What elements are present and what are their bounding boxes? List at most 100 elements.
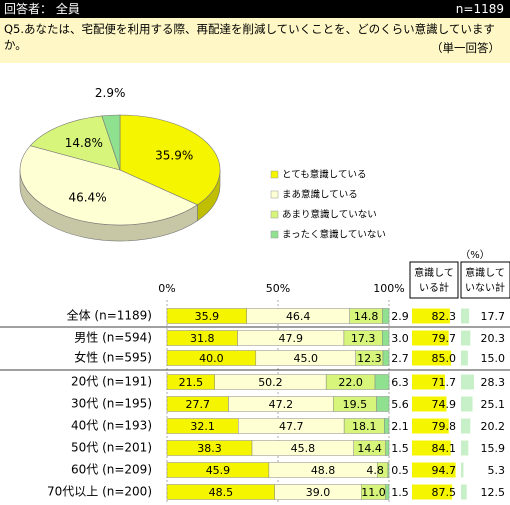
summary-value-unaware-2: 15.0: [481, 352, 506, 365]
category-label-8: 70代以上 (n=200): [47, 485, 152, 499]
bar-value-label-7-2: 4.8: [366, 464, 384, 477]
summary-bar-aware-2: [412, 350, 452, 366]
category-label-3: 20代 (n=191): [71, 375, 152, 389]
bar-value-label-6-3: 1.5: [391, 442, 409, 455]
header-bar: 回答者： 全員 n=1189: [0, 0, 510, 18]
bar-value-label-1-3: 3.0: [391, 332, 409, 345]
bar-value-label-6-0: 38.3: [197, 442, 222, 455]
category-label-2: 女性 (n=595): [74, 350, 152, 365]
summary-value-aware-5: 79.8: [432, 420, 457, 433]
pie-value-label-2: 14.8%: [65, 136, 103, 150]
summary-value-aware-3: 71.7: [432, 376, 457, 389]
bar-value-label-8-0: 48.5: [209, 486, 234, 499]
bar-value-label-0-2: 14.8: [354, 310, 379, 323]
bar-value-label-6-1: 45.8: [291, 442, 316, 455]
summary-bar-unaware-6: [461, 440, 469, 456]
legend-swatch-0: [270, 170, 279, 179]
summary-bar-aware-1: [412, 330, 449, 346]
bar-segment-2-3: [382, 350, 390, 366]
sample-size: n=1189: [455, 2, 504, 16]
summary-bar-aware-6: [412, 440, 451, 456]
pie-value-label-1: 46.4%: [68, 190, 106, 204]
bar-value-label-4-3: 5.6: [391, 398, 409, 411]
summary-value-unaware-4: 25.1: [481, 398, 506, 411]
legend-label-2: あまり意識していない: [282, 209, 377, 221]
axis-tick-100: 100%: [373, 282, 404, 295]
bar-segment-8-3: [385, 484, 390, 500]
bar-value-label-1-1: 47.9: [279, 332, 304, 345]
bar-value-label-7-0: 45.9: [206, 464, 231, 477]
summary-bar-aware-7: [412, 462, 456, 478]
category-label-1: 男性 (n=594): [74, 331, 152, 345]
bar-value-label-2-1: 45.0: [294, 352, 319, 365]
bar-value-label-7-3: 0.5: [391, 464, 409, 477]
category-label-6: 50代 (n=201): [71, 441, 152, 455]
summary-value-unaware-5: 20.2: [481, 420, 506, 433]
summary-bar-aware-3: [412, 374, 445, 390]
summary-value-unaware-3: 28.3: [481, 376, 506, 389]
summary-bar-unaware-5: [461, 418, 471, 434]
bar-segment-4-3: [376, 396, 390, 412]
bar-segment-3-3: [374, 374, 390, 390]
summary-value-aware-4: 74.9: [432, 398, 457, 411]
summary-value-aware-1: 79.7: [432, 332, 457, 345]
summary-value-unaware-0: 17.7: [481, 310, 506, 323]
legend-swatch-3: [270, 230, 279, 239]
summary-value-unaware-8: 12.5: [481, 486, 506, 499]
category-label-5: 40代 (n=193): [71, 419, 152, 433]
bar-value-label-6-2: 14.4: [357, 442, 382, 455]
summary-bar-unaware-2: [461, 350, 468, 366]
bar-value-label-4-1: 47.2: [269, 398, 294, 411]
bar-value-label-5-0: 32.1: [190, 420, 215, 433]
summary-value-aware-0: 82.3: [432, 310, 457, 323]
bar-value-label-0-1: 46.4: [286, 310, 311, 323]
bar-value-label-5-1: 47.7: [279, 420, 304, 433]
bar-value-label-5-2: 18.1: [352, 420, 377, 433]
bar-segment-7-3: [387, 462, 390, 478]
pie-slice-2: [29, 115, 121, 171]
bar-segment-5-3: [384, 418, 390, 434]
bar-segment-0-3: [382, 308, 390, 324]
bar-value-label-8-3: 1.5: [391, 486, 409, 499]
summary-value-unaware-1: 20.3: [481, 332, 506, 345]
category-label-7: 60代 (n=209): [71, 463, 152, 477]
bar-value-label-3-2: 22.0: [338, 376, 363, 389]
summary-bar-unaware-7: [461, 462, 464, 478]
bar-value-label-8-1: 39.0: [306, 486, 331, 499]
summary-value-unaware-6: 15.9: [481, 442, 506, 455]
pie-slice-1: [19, 145, 199, 226]
legend-label-0: とても意識している: [282, 169, 366, 181]
summary-bar-unaware-4: [461, 396, 473, 412]
bar-value-label-4-2: 19.5: [343, 398, 368, 411]
summary-bar-unaware-3: [461, 374, 475, 390]
pie-slice-0: [119, 114, 221, 206]
pie-slice-3: [101, 114, 121, 171]
category-label-4: 30代 (n=195): [71, 397, 152, 411]
summary-value-aware-2: 85.0: [432, 352, 457, 365]
summary-col1-header-line1: 意識して: [414, 266, 454, 279]
summary-bar-unaware-8: [461, 484, 467, 500]
legend-swatch-1: [270, 190, 279, 199]
summary-unit: （%）: [460, 249, 490, 261]
legend-label-1: まあ意識している: [282, 189, 358, 201]
legend-swatch-2: [270, 210, 279, 219]
bar-segment-6-3: [385, 440, 390, 456]
axis-tick-0: 0%: [158, 282, 175, 295]
summary-col2-header-line2: いない計: [465, 281, 505, 294]
bar-value-label-2-2: 12.3: [357, 352, 382, 365]
summary-bar-aware-5: [412, 418, 449, 434]
summary-bar-aware-8: [412, 484, 453, 500]
bar-value-label-1-0: 31.8: [190, 332, 215, 345]
summary-bar-unaware-1: [461, 330, 471, 346]
pie-value-label-3: 2.9%: [95, 86, 126, 100]
bar-value-label-3-3: 6.3: [391, 376, 409, 389]
summary-value-aware-6: 84.1: [432, 442, 457, 455]
summary-bar-unaware-0: [461, 308, 470, 324]
summary-value-aware-7: 94.7: [432, 464, 457, 477]
question-text: Q5.あなたは、宅配便を利用する際、再配達を削減していくことを、どのくらい意識し…: [4, 22, 495, 52]
bar-value-label-2-3: 2.7: [391, 352, 409, 365]
bar-value-label-3-0: 21.5: [179, 376, 204, 389]
bar-value-label-4-0: 27.7: [185, 398, 210, 411]
